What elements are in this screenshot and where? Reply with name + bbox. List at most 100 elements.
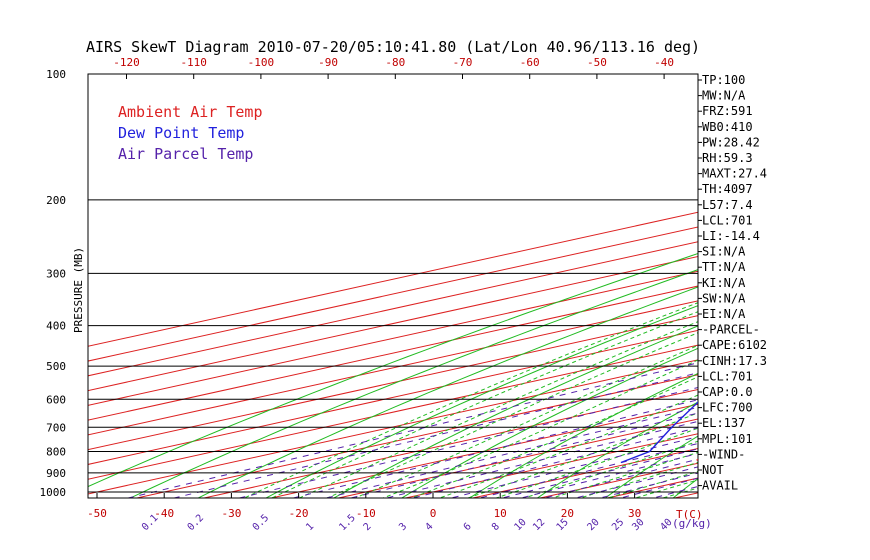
index-label: AVAIL: [702, 479, 738, 493]
top-temp-tick-label: -40: [654, 56, 674, 69]
moist-adiabat-line: [550, 451, 698, 498]
bottom-temp-tick-label: 20: [561, 507, 574, 520]
moist-adiabat-line: [409, 376, 698, 498]
pressure-tick-label: 600: [46, 393, 66, 406]
pressure-tick-label: 900: [46, 467, 66, 480]
index-label: SW:N/A: [702, 291, 746, 305]
index-label: TT:N/A: [702, 260, 746, 274]
mixing-ratio-line: [348, 412, 698, 498]
index-label: -PARCEL-: [702, 323, 760, 337]
cape-hatch: [759, 130, 870, 427]
mixing-ratio-line: [324, 406, 698, 498]
isobars: [87, 73, 702, 499]
index-label: RH:59.3: [702, 151, 753, 165]
legend-dew-point-temp: Dew Point Temp: [118, 124, 244, 142]
mixing-ratio-line: [126, 362, 698, 498]
top-temp-tick-label: -80: [385, 56, 405, 69]
moist-adiabat-line: [243, 302, 698, 498]
pressure-tick-label: 300: [46, 267, 66, 280]
mixing-ratio-tick-label: 10: [512, 517, 528, 533]
top-temp-tick-label: -70: [453, 56, 473, 69]
index-label: EL:137: [702, 416, 745, 430]
bottom-temp-tick-label: -50: [87, 507, 107, 520]
isotherm-line: [134, 374, 698, 498]
mixing-ratio-tick-label: 3: [397, 521, 409, 533]
index-label: PW:28.42: [702, 135, 760, 149]
index-label: LCL:701: [702, 213, 753, 227]
dry-adiabat-line: [332, 325, 698, 498]
mixing-unit-label: (g/kg): [672, 517, 712, 530]
isotherm-line: [336, 418, 698, 498]
moist-adiabat-line: [270, 311, 698, 498]
bottom-temp-tick-label: -30: [221, 507, 241, 520]
bottom-temp-tick-label: -40: [154, 507, 174, 520]
index-label: MAXT:27.4: [702, 167, 767, 181]
mixing-ratio-line: [477, 442, 698, 498]
isotherm-line: [88, 270, 698, 406]
index-label: -WIND-: [702, 447, 745, 461]
bottom-temp-tick-label: 10: [494, 507, 507, 520]
mixing-ratio-tick-label: 8: [490, 521, 502, 533]
index-label: LCL:701: [702, 369, 753, 383]
top-temp-tick-label: -120: [113, 56, 140, 69]
legend-ambient-air-temp: Ambient Air Temp: [118, 103, 263, 121]
mixing-ratio-tick-label: 0.5: [251, 513, 272, 534]
isotherm-line: [88, 329, 698, 465]
isotherm-line: [88, 285, 698, 421]
isotherm-line: [88, 256, 698, 392]
index-label: TP:100: [702, 73, 745, 87]
bottom-temp-tick-label: 0: [430, 507, 437, 520]
mixing-ratio-line: [237, 387, 698, 498]
mixing-ratio-line: [384, 420, 698, 498]
mixing-ratio-tick-label: 25: [610, 517, 626, 533]
isotherm-line: [470, 448, 698, 498]
moist-adiabat-line: [297, 321, 698, 498]
pressure-tick-label: 1000: [40, 486, 67, 499]
mixing-ratio-tick-label: 20: [585, 517, 601, 533]
bottom-temp-tick-label: -20: [289, 507, 309, 520]
moist-adiabat-line: [325, 332, 698, 498]
moist-adiabat-line: [494, 427, 698, 498]
index-label: LI:-14.4: [702, 229, 760, 243]
top-temp-tick-label: -100: [248, 56, 275, 69]
dry-adiabat-line: [798, 74, 870, 509]
dry-adiabat-line: [264, 305, 698, 498]
isotherm-line: [403, 433, 698, 498]
moist-adiabat-line: [353, 344, 698, 498]
dry-adiabat-line: [88, 252, 698, 488]
pressure-tick-label: 100: [46, 68, 66, 81]
index-label: SI:N/A: [702, 245, 746, 259]
index-label: L57:7.4: [702, 198, 753, 212]
top-temp-tick-label: -60: [520, 56, 540, 69]
dry-adiabat-line: [400, 347, 698, 498]
isotherm-line: [88, 315, 698, 451]
legend-air-parcel-temp: Air Parcel Temp: [118, 145, 253, 163]
pressure-tick-label: 400: [46, 320, 66, 333]
mixing-ratio-tick-label: 2: [362, 521, 374, 533]
isotherm-line: [88, 359, 698, 495]
background-lines: [88, 74, 870, 509]
isotherm-line: [88, 226, 698, 362]
index-label: CAPE:6102: [702, 338, 767, 352]
bottom-temp-tick-label: 30: [628, 507, 641, 520]
temp-unit-label: T(C): [676, 508, 703, 521]
mixing-ratio-tick-label: 1: [304, 521, 316, 533]
mixing-ratio-tick-label: 1.5: [337, 513, 358, 534]
index-label: FRZ:591: [702, 104, 753, 118]
chart-title: AIRS SkewT Diagram 2010-07-20/05:10:41.8…: [86, 38, 700, 56]
dew-point-temp-line: [620, 401, 698, 464]
index-label: KI:N/A: [702, 276, 746, 290]
index-label: EI:N/A: [702, 307, 746, 321]
moist-adiabat-line: [633, 479, 698, 498]
index-label: CAP:0.0: [702, 385, 753, 399]
mixing-ratio-line: [410, 427, 698, 498]
mixing-ratio-tick-label: 4: [423, 521, 435, 533]
dry-adiabat-line: [468, 372, 698, 498]
isotherm-line: [88, 344, 698, 480]
isotherm-line: [268, 403, 698, 498]
index-label: NOT: [702, 463, 724, 477]
moist-adiabat-line: [381, 359, 698, 498]
moist-adiabat-line: [578, 461, 698, 498]
